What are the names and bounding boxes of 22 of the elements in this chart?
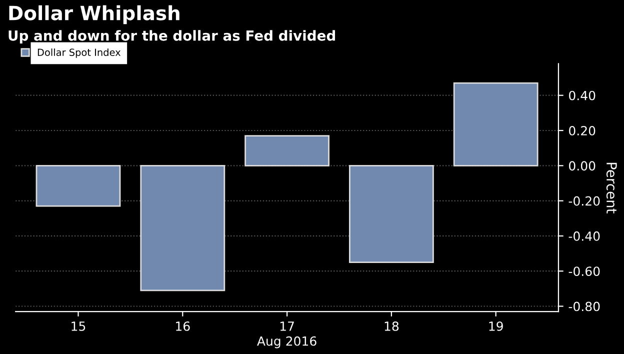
bar: [453, 82, 538, 166]
x-axis-title: Aug 2016: [257, 336, 316, 348]
x-tick-label: 19: [489, 321, 503, 331]
x-tick-label: 15: [72, 322, 86, 331]
y-tick-label: 0.00: [569, 161, 596, 171]
y-tick-label: -0.80: [568, 302, 600, 312]
bar: [348, 164, 434, 264]
chart-subtitle: Up and down for the dollar as Fed divided: [8, 30, 335, 44]
y-tick-label: -0.40: [568, 231, 600, 241]
x-tick-label: 18: [384, 321, 399, 331]
x-tick-label: 17: [280, 322, 294, 331]
bar: [36, 164, 121, 207]
bar: [140, 164, 226, 292]
y-tick-label: 0.40: [569, 90, 596, 100]
y-tick-label: -0.60: [568, 266, 600, 276]
y-tick-label: 0.20: [569, 126, 596, 136]
x-tick-label: 16: [176, 321, 190, 331]
chart-title: Dollar Whiplash: [9, 5, 180, 24]
legend-label: Dollar Spot Index: [38, 48, 121, 58]
y-tick-label: -0.20: [568, 196, 600, 206]
y-axis-title: Percent: [606, 162, 617, 214]
bar: [244, 135, 330, 166]
